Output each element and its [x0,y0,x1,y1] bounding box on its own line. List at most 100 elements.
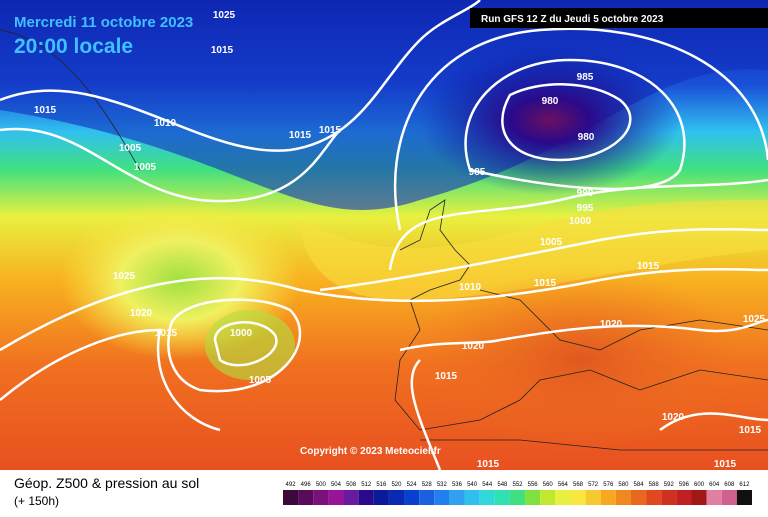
scale-label: 572 [588,482,599,488]
forecast-lead: (+ 150h) [14,494,59,508]
scale-label: 544 [482,482,493,488]
scale-swatch [736,490,752,505]
isobar-label: 1015 [155,328,178,339]
scale-swatch [358,490,374,505]
scale-label: 596 [679,482,690,488]
scale-label: 588 [649,482,660,488]
isobar-label: 1025 [743,314,766,325]
isobar-label: 1025 [113,271,136,282]
scale-label: 580 [618,482,629,488]
scale-label: 528 [422,482,433,488]
scale-swatch [570,490,586,505]
scale-swatch [721,490,737,505]
scale-label: 532 [437,482,448,488]
scale-label: 500 [316,482,327,488]
scale-label: 584 [634,482,645,488]
isobar-label: 990 [577,188,594,199]
scale-label: 512 [361,482,372,488]
isobar-label: 1015 [477,459,500,470]
isobar-label: 1010 [154,118,177,129]
scale-swatch [373,490,389,505]
scale-label: 548 [497,482,508,488]
scale-swatch [419,490,435,505]
isobar-label: 1005 [119,143,142,154]
scale-label: 556 [528,482,539,488]
scale-swatch [343,490,359,505]
scale-swatch [449,490,465,505]
isobar-label: 1000 [569,216,592,227]
scale-swatch [464,490,480,505]
scale-swatch [706,490,722,505]
scale-label: 520 [391,482,402,488]
scale-swatch [313,490,329,505]
scale-swatch [555,490,571,505]
scale-label: 612 [739,482,750,488]
isobar-label: 1015 [534,278,557,289]
scale-swatch [479,490,495,505]
scale-swatch [585,490,601,505]
scale-swatch [494,490,510,505]
isobar-label: 1015 [714,459,737,470]
scale-label: 524 [407,482,418,488]
isobar-label: 1015 [435,371,458,382]
isobar-label: 980 [578,132,595,143]
scale-swatch [298,490,314,505]
scale-swatch [388,490,405,505]
scale-swatch [434,490,450,505]
isobar-label: 1020 [600,319,623,330]
scale-swatch [646,490,662,505]
map-area [0,0,768,471]
run-banner [470,8,768,28]
isobar-label: 995 [577,203,594,214]
scale-label: 560 [543,482,554,488]
isobar-label: 1020 [662,412,685,423]
isobar-label: 1005 [134,162,157,173]
isobar-label: 1020 [130,308,153,319]
isobar-label: 985 [469,167,486,178]
scale-swatch [540,490,556,505]
scale-label: 508 [346,482,357,488]
scale-swatch [615,490,631,505]
isobar-label: 1025 [213,10,236,21]
scale-swatch [600,490,616,505]
color-scale: 492 496 500 504 508 512 516 520 524 528 532 536 540 5… [283,482,752,505]
scale-swatch [404,490,420,505]
scale-label: 568 [573,482,584,488]
local-time: 20:00 locale [14,35,133,58]
isobar-label: 1015 [739,425,762,436]
isobar-label: 1015 [211,45,234,56]
isobar-labels: 1025 1015 1015 1010 1005 1005 1015 1015 985 980 98… [34,10,766,470]
scale-label: 564 [558,482,569,488]
copyright: Copyright © 2023 Meteociel.fr [300,446,441,457]
scale-label: 592 [664,482,675,488]
isobar-label: 1005 [540,237,563,248]
isobar-label: 1015 [289,130,312,141]
scale-label: 540 [467,482,478,488]
isobar-label: 1015 [319,125,342,136]
isobar-label: 1010 [459,282,482,293]
scale-label: 496 [301,482,312,488]
scale-swatch [509,490,526,505]
isobar-label: 1005 [249,375,272,386]
isobar-label: 980 [542,96,559,107]
footer-title: Géop. Z500 & pression au sol [14,475,199,491]
scale-label: 552 [512,482,523,488]
isobar-label: 1000 [230,328,253,339]
scale-label: 516 [376,482,387,488]
scale-label: 536 [452,482,463,488]
scale-label: 492 [286,482,297,488]
isobar-label: 985 [577,72,594,83]
scale-swatch [691,490,707,505]
scale-swatch [676,490,692,505]
scale-label: 600 [694,482,705,488]
scale-label: 504 [331,482,342,488]
isobar-label: 1015 [34,105,57,116]
scale-swatch [525,490,541,505]
scale-label: 604 [709,482,720,488]
scale-label: 608 [724,482,735,488]
scale-label: 576 [603,482,614,488]
scale-swatch [328,490,344,505]
scale-swatch [630,490,647,505]
run-info: Run GFS 12 Z du Jeudi 5 octobre 2023 [481,14,664,25]
scale-swatch [283,490,299,505]
